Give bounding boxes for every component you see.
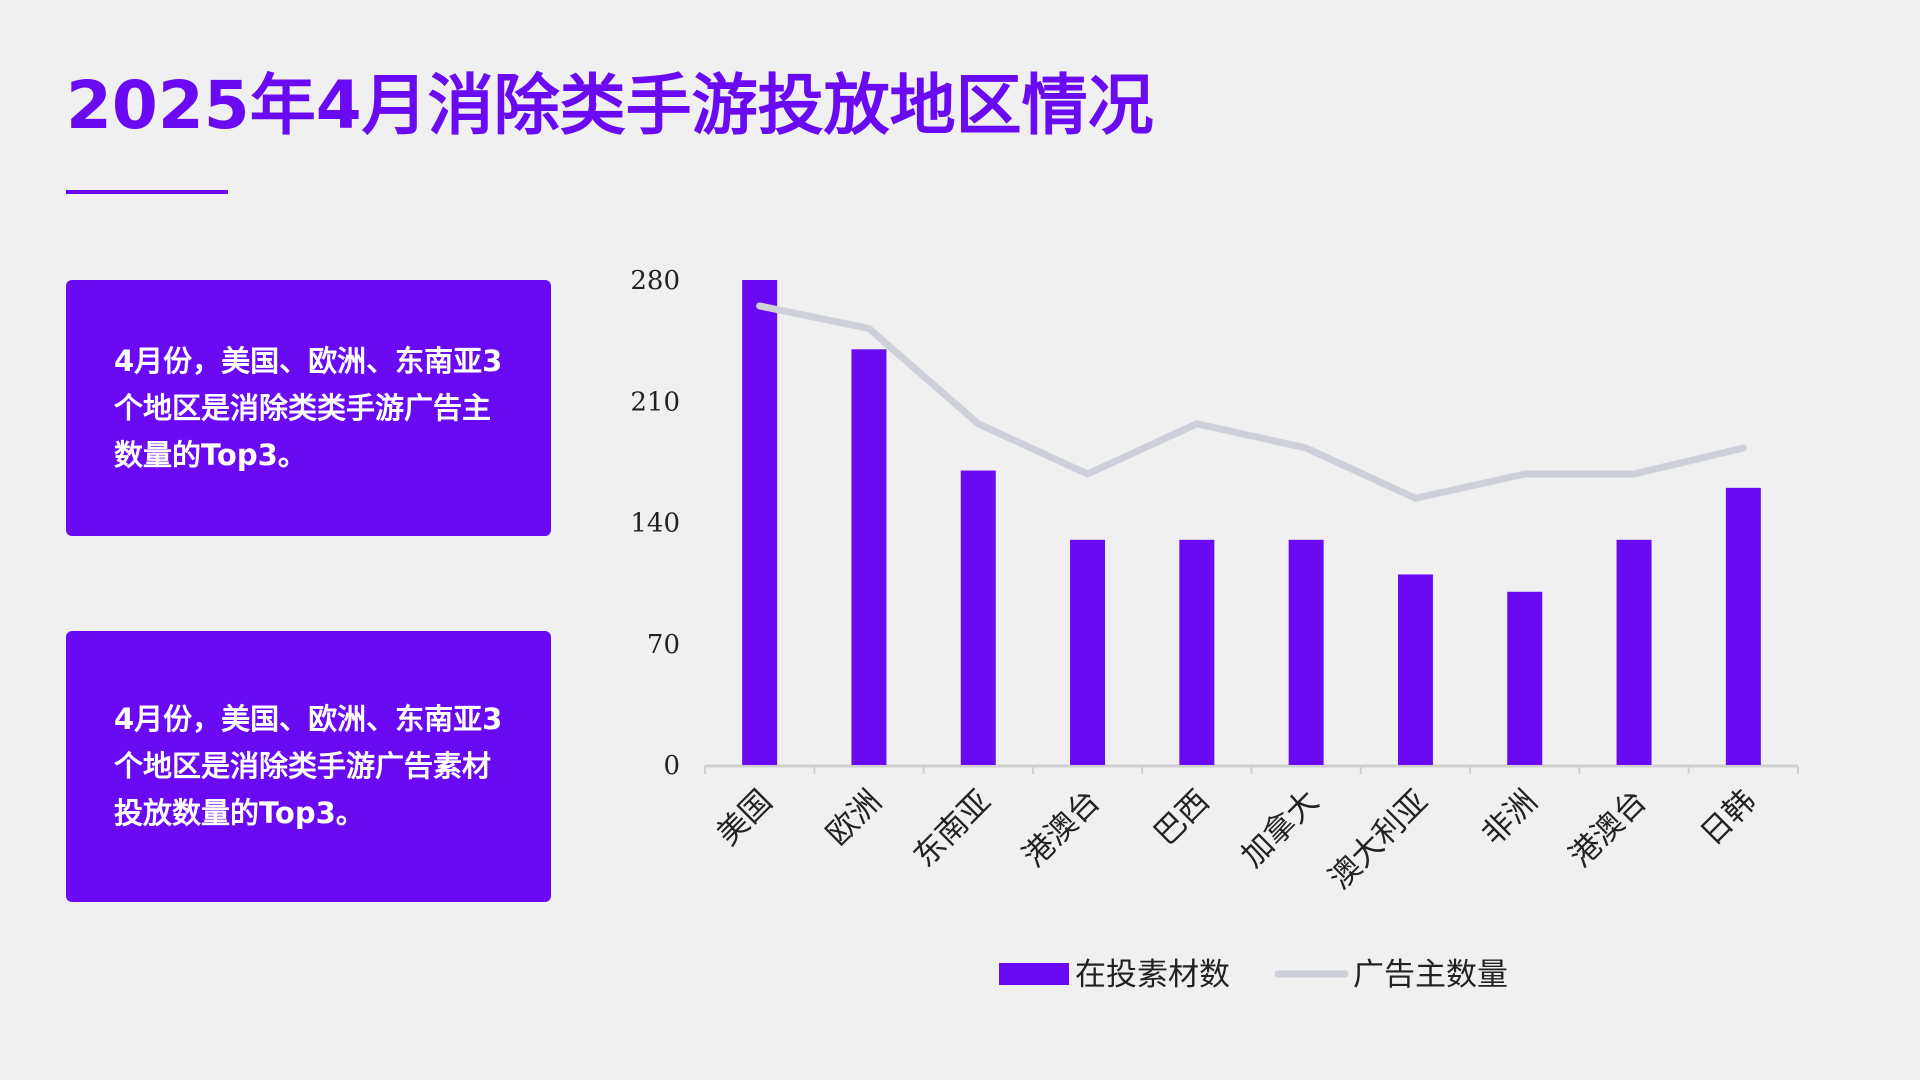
- summary-card-advertisers: 4月份，美国、欧洲、东南亚3个地区是消除类类手游广告主数量的Top3。: [66, 280, 551, 536]
- bar-9: [1616, 539, 1652, 765]
- title-underline: [66, 190, 228, 194]
- x-tick-label: 欧洲: [819, 783, 888, 852]
- x-tick-label: 澳大利亚: [1322, 783, 1435, 896]
- y-tick-label: 210: [630, 387, 680, 417]
- summary-card-creatives: 4月份，美国、欧洲、东南亚3个地区是消除类手游广告素材投放数量的Top3。: [66, 631, 551, 902]
- summary-text-advertisers: 4月份，美国、欧洲、东南亚3个地区是消除类类手游广告主数量的Top3。: [114, 343, 503, 472]
- bar-8: [1507, 591, 1543, 765]
- x-tick-label: 美国: [710, 783, 779, 852]
- bar-5: [1179, 539, 1215, 765]
- bar-2: [851, 349, 887, 765]
- bar-series-materials: [742, 280, 1761, 765]
- x-tick-label: 加拿大: [1235, 783, 1326, 874]
- y-tick-label: 70: [647, 630, 680, 660]
- x-tick-label: 港澳台: [1562, 783, 1653, 874]
- y-tick-label: 140: [630, 509, 680, 539]
- chart-legend: 在投素材数 广告主数量: [999, 957, 1508, 993]
- x-tick-label: 东南亚: [907, 783, 998, 874]
- x-tick-label: 巴西: [1147, 783, 1216, 852]
- legend-label-advertisers: 广告主数量: [1353, 957, 1508, 993]
- y-axis-ticks: 0 70 140 210 280: [630, 266, 680, 781]
- legend-swatch-materials: [999, 963, 1069, 985]
- legend-label-materials: 在投素材数: [1075, 957, 1230, 993]
- bar-10: [1725, 487, 1761, 765]
- line-series-advertisers: [756, 302, 1747, 502]
- summary-text-creatives: 4月份，美国、欧洲、东南亚3个地区是消除类手游广告素材投放数量的Top3。: [114, 702, 503, 830]
- x-tick-label: 港澳台: [1016, 783, 1107, 874]
- x-axis-tick-marks: [704, 766, 1799, 774]
- bar-3: [960, 470, 996, 765]
- page-title: 2025年4月消除类手游投放地区情况: [66, 67, 1154, 144]
- x-tick-label: 日韩: [1694, 783, 1763, 852]
- bar-1: [742, 280, 778, 765]
- x-tick-label: 非洲: [1475, 783, 1544, 852]
- y-tick-label: 0: [663, 751, 680, 781]
- bar-6: [1288, 539, 1324, 765]
- bar-7: [1397, 574, 1433, 765]
- bar-4: [1070, 539, 1106, 765]
- y-tick-label: 280: [630, 266, 680, 296]
